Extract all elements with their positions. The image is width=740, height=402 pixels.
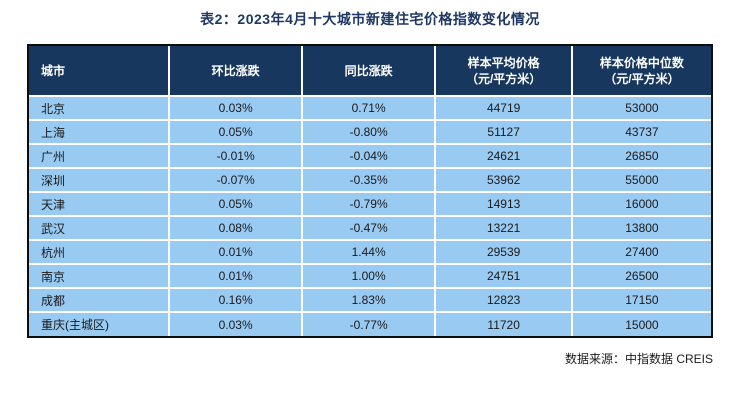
avg-price-cell: 51127 [434,119,573,145]
city-cell: 重庆(主城区) [29,311,171,336]
col-header-city: 城市 [29,46,171,97]
yoy-change-cell: -0.79% [300,191,437,217]
avg-price-cell: 14913 [434,191,573,217]
col-header-median-price: 样本价格中位数 （元/平方米） [570,46,711,97]
yoy-change-cell: -0.47% [300,215,437,241]
mom-change-cell: -0.01% [168,143,303,169]
yoy-change-cell: 1.00% [300,263,437,289]
median-price-cell: 13800 [570,215,711,241]
mom-change-cell: 0.16% [168,287,303,313]
yoy-change-cell: -0.80% [300,119,437,145]
col-header-label: 样本平均价格 [467,55,540,70]
table-body: 北京 0.03% 0.71% 44719 53000 上海 0.05% -0.80% 51127… [29,95,711,336]
city-cell: 南京 [29,263,171,289]
mom-change-cell: 0.05% [168,191,303,217]
yoy-change-cell: 1.44% [300,239,437,265]
median-price-cell: 27400 [570,239,711,265]
yoy-change-cell: -0.77% [300,311,437,336]
data-source-note: 数据来源：中指数据 CREIS [564,352,713,366]
table-row: 杭州 0.01% 1.44% 29539 27400 [29,239,711,265]
col-header-unit: （元/平方米） [604,71,680,86]
table-row: 南京 0.01% 1.00% 24751 26500 [29,263,711,289]
col-header-unit: （元/平方米） [465,71,542,86]
col-header-avg-price: 样本平均价格 （元/平方米） [434,46,573,97]
mom-change-cell: 0.01% [168,263,303,289]
city-cell: 天津 [29,191,171,217]
city-cell: 上海 [29,119,171,145]
mom-change-cell: 0.03% [168,311,303,336]
table-row: 天津 0.05% -0.79% 14913 16000 [29,191,711,217]
yoy-change-cell: 0.71% [300,95,437,121]
avg-price-cell: 24621 [434,143,573,169]
avg-price-cell: 11720 [434,311,573,336]
table-row: 上海 0.05% -0.80% 51127 43737 [29,119,711,145]
median-price-cell: 26850 [570,143,711,169]
avg-price-cell: 13221 [434,215,573,241]
col-header-label: 同比涨跌 [344,63,393,78]
median-price-cell: 43737 [570,119,711,145]
avg-price-cell: 24751 [434,263,573,289]
median-price-cell: 55000 [570,167,711,193]
median-price-cell: 26500 [570,263,711,289]
mom-change-cell: 0.01% [168,239,303,265]
median-price-cell: 16000 [570,191,711,217]
yoy-change-cell: -0.35% [300,167,437,193]
city-cell: 杭州 [29,239,171,265]
yoy-change-cell: -0.04% [300,143,437,169]
table-row: 北京 0.03% 0.71% 44719 53000 [29,95,711,121]
col-header-label: 环比涨跌 [211,63,260,78]
mom-change-cell: 0.08% [168,215,303,241]
yoy-change-cell: 1.83% [300,287,437,313]
median-price-cell: 53000 [570,95,711,121]
page-title: 表2：2023年4月十大城市新建住宅价格指数变化情况 [200,11,540,27]
col-header-yoy-change: 同比涨跌 [300,46,437,97]
mom-change-cell: 0.03% [168,95,303,121]
city-cell: 深圳 [29,167,171,193]
table-row: 深圳 -0.07% -0.35% 53962 55000 [29,167,711,193]
avg-price-cell: 44719 [434,95,573,121]
avg-price-cell: 29539 [434,239,573,265]
table-row: 重庆(主城区) 0.03% -0.77% 11720 15000 [29,311,711,336]
avg-price-cell: 53962 [434,167,573,193]
table-row: 广州 -0.01% -0.04% 24621 26850 [29,143,711,169]
city-cell: 武汉 [29,215,171,241]
city-cell: 成都 [29,287,171,313]
col-header-mom-change: 环比涨跌 [168,46,303,97]
city-cell: 广州 [29,143,171,169]
table-row: 成都 0.16% 1.83% 12823 17150 [29,287,711,313]
mom-change-cell: -0.07% [168,167,303,193]
table-row: 武汉 0.08% -0.47% 13221 13800 [29,215,711,241]
price-index-table: 城市 环比涨跌 同比涨跌 样本平均价格 （元/平方米） 样本价格中位数 （元/平… [27,44,713,338]
avg-price-cell: 12823 [434,287,573,313]
table-header-row: 城市 环比涨跌 同比涨跌 样本平均价格 （元/平方米） 样本价格中位数 （元/平… [29,46,711,97]
col-header-label: 样本价格中位数 [599,55,684,70]
col-header-label: 城市 [41,63,66,78]
median-price-cell: 15000 [570,311,711,336]
city-cell: 北京 [29,95,171,121]
mom-change-cell: 0.05% [168,119,303,145]
median-price-cell: 17150 [570,287,711,313]
